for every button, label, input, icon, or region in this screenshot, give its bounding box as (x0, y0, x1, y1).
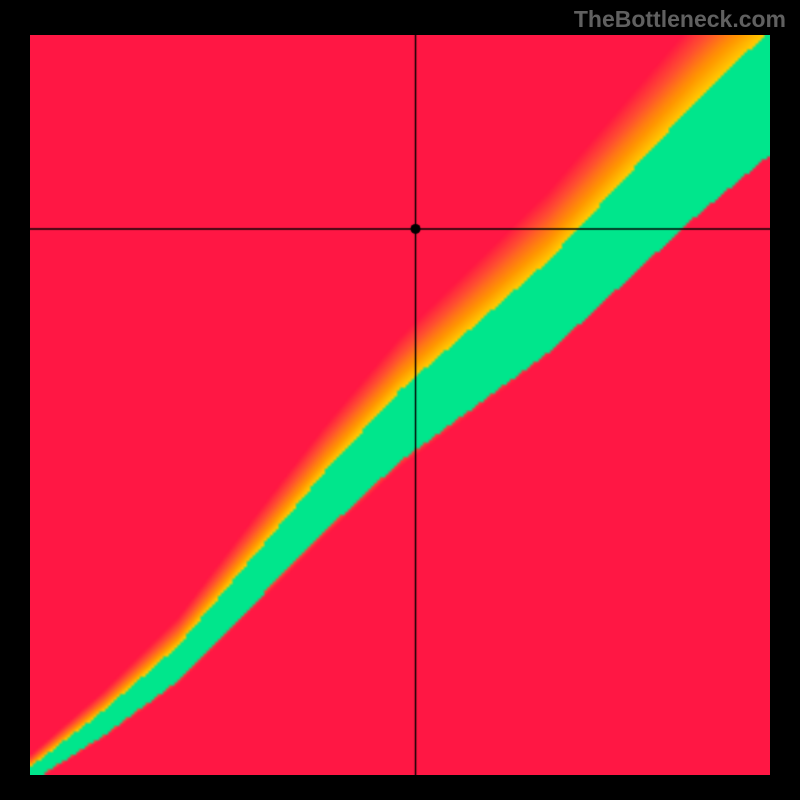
chart-container: TheBottleneck.com (0, 0, 800, 800)
crosshair-overlay (30, 35, 770, 775)
watermark-text: TheBottleneck.com (574, 6, 786, 33)
